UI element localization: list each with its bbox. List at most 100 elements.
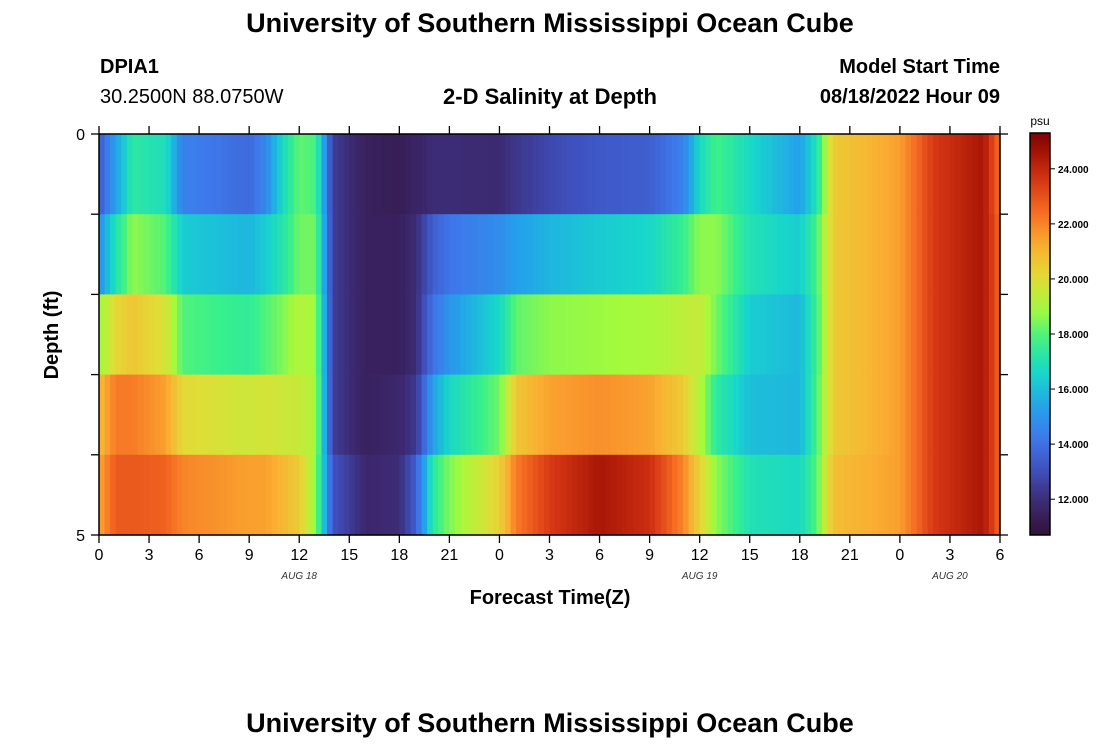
heatmap-cell [671, 134, 679, 215]
heatmap-cell [260, 214, 267, 295]
heatmap-cell [610, 374, 617, 456]
heatmap-cell [716, 294, 723, 376]
heatmap-cell [265, 374, 273, 456]
heatmap-cell [733, 454, 740, 536]
heatmap-cell [644, 374, 651, 456]
heatmap-cell [849, 374, 856, 456]
colorbar-tick-label: 12.000 [1058, 495, 1089, 506]
heatmap-cell [232, 374, 239, 456]
heatmap-cell [905, 214, 912, 295]
heatmap-cell [254, 374, 261, 456]
heatmap-cell [382, 214, 389, 295]
heatmap-cell [538, 454, 545, 536]
heatmap-cell [460, 374, 467, 456]
heatmap-cell [288, 134, 295, 215]
heatmap-cell [382, 454, 389, 536]
heatmap-cell [126, 294, 133, 376]
heatmap-cell [176, 214, 184, 295]
heatmap-cell [749, 454, 756, 536]
heatmap-cell [760, 134, 768, 215]
heatmap-cell [315, 214, 323, 295]
heatmap-cell [393, 214, 400, 295]
heatmap-cell [694, 214, 701, 295]
heatmap-cell [927, 134, 934, 215]
heatmap-cell [760, 294, 768, 376]
heatmap-cell [132, 294, 139, 376]
heatmap-cell [432, 454, 439, 536]
heatmap-cell [588, 374, 595, 456]
heatmap-cell [332, 294, 339, 376]
heatmap-cell [972, 134, 979, 215]
heatmap-cell [905, 454, 912, 536]
colorbar-tick-label: 22.000 [1058, 220, 1089, 231]
heatmap-cell [788, 214, 795, 295]
heatmap-cell [449, 294, 456, 376]
heatmap-cell [282, 294, 289, 376]
heatmap-cell [860, 134, 868, 215]
heatmap-cell [516, 214, 523, 295]
heatmap-cell [527, 134, 534, 215]
heatmap-cell [488, 374, 495, 456]
heatmap-cell [516, 134, 523, 215]
heatmap-cell [699, 454, 706, 536]
heatmap-cell [872, 454, 879, 536]
heatmap-cell [894, 454, 901, 536]
heatmap-cell [516, 294, 523, 376]
heatmap-cell [204, 134, 211, 215]
heatmap-cell [799, 294, 806, 376]
heatmap-cell [288, 374, 295, 456]
heatmap-cell [288, 294, 295, 376]
heatmap-cell [165, 374, 172, 456]
heatmap-cell [165, 294, 172, 376]
heatmap-cell [788, 454, 795, 536]
x-tick-label: 0 [495, 547, 504, 564]
heatmap-cell [549, 454, 556, 536]
heatmap-cell [187, 454, 195, 536]
heatmap-cell [360, 134, 367, 215]
heatmap-cell [755, 294, 762, 376]
x-tick-label: 12 [691, 547, 709, 564]
heatmap-cell [810, 294, 818, 376]
heatmap-cell [944, 134, 951, 215]
heatmap-cell [872, 214, 879, 295]
heatmap-cell [215, 294, 222, 376]
heatmap-cell [121, 374, 128, 456]
x-tick-label: 6 [996, 547, 1005, 564]
heatmap-cell [126, 214, 133, 295]
heatmap-cell [232, 214, 239, 295]
heatmap-cell [332, 454, 339, 536]
heatmap-cell [249, 214, 256, 295]
heatmap-cell [844, 134, 851, 215]
heatmap-cell [616, 454, 623, 536]
heatmap-cell [710, 134, 717, 215]
heatmap-cell [427, 214, 434, 295]
heatmap-cell [154, 454, 161, 536]
heatmap-cell [844, 294, 851, 376]
heatmap-cell [571, 294, 578, 376]
heatmap-cell [922, 294, 929, 376]
heatmap-cell [443, 454, 450, 536]
heatmap-cell [343, 134, 350, 215]
heatmap-cell [716, 374, 723, 456]
heatmap-cell [187, 294, 195, 376]
heatmap-cell [827, 294, 834, 376]
heatmap-cell [276, 374, 284, 456]
heatmap-cell [171, 374, 178, 456]
heatmap-cell [577, 294, 584, 376]
heatmap-cell [671, 454, 679, 536]
heatmap-cell [321, 374, 328, 456]
heatmap-cell [899, 294, 907, 376]
heatmap-cell [688, 294, 695, 376]
colorbar-tick-label: 18.000 [1058, 330, 1089, 341]
heatmap-cell [332, 134, 339, 215]
heatmap-cell [783, 294, 790, 376]
heatmap-cell [621, 214, 628, 295]
heatmap-cell [354, 214, 361, 295]
heatmap-cell [293, 454, 300, 536]
heatmap-cell [149, 454, 156, 536]
heatmap-cell [927, 294, 934, 376]
heatmap-cell [477, 454, 484, 536]
heatmap-cell [566, 294, 573, 376]
heatmap-cell [838, 294, 845, 376]
heatmap-cell [365, 214, 373, 295]
